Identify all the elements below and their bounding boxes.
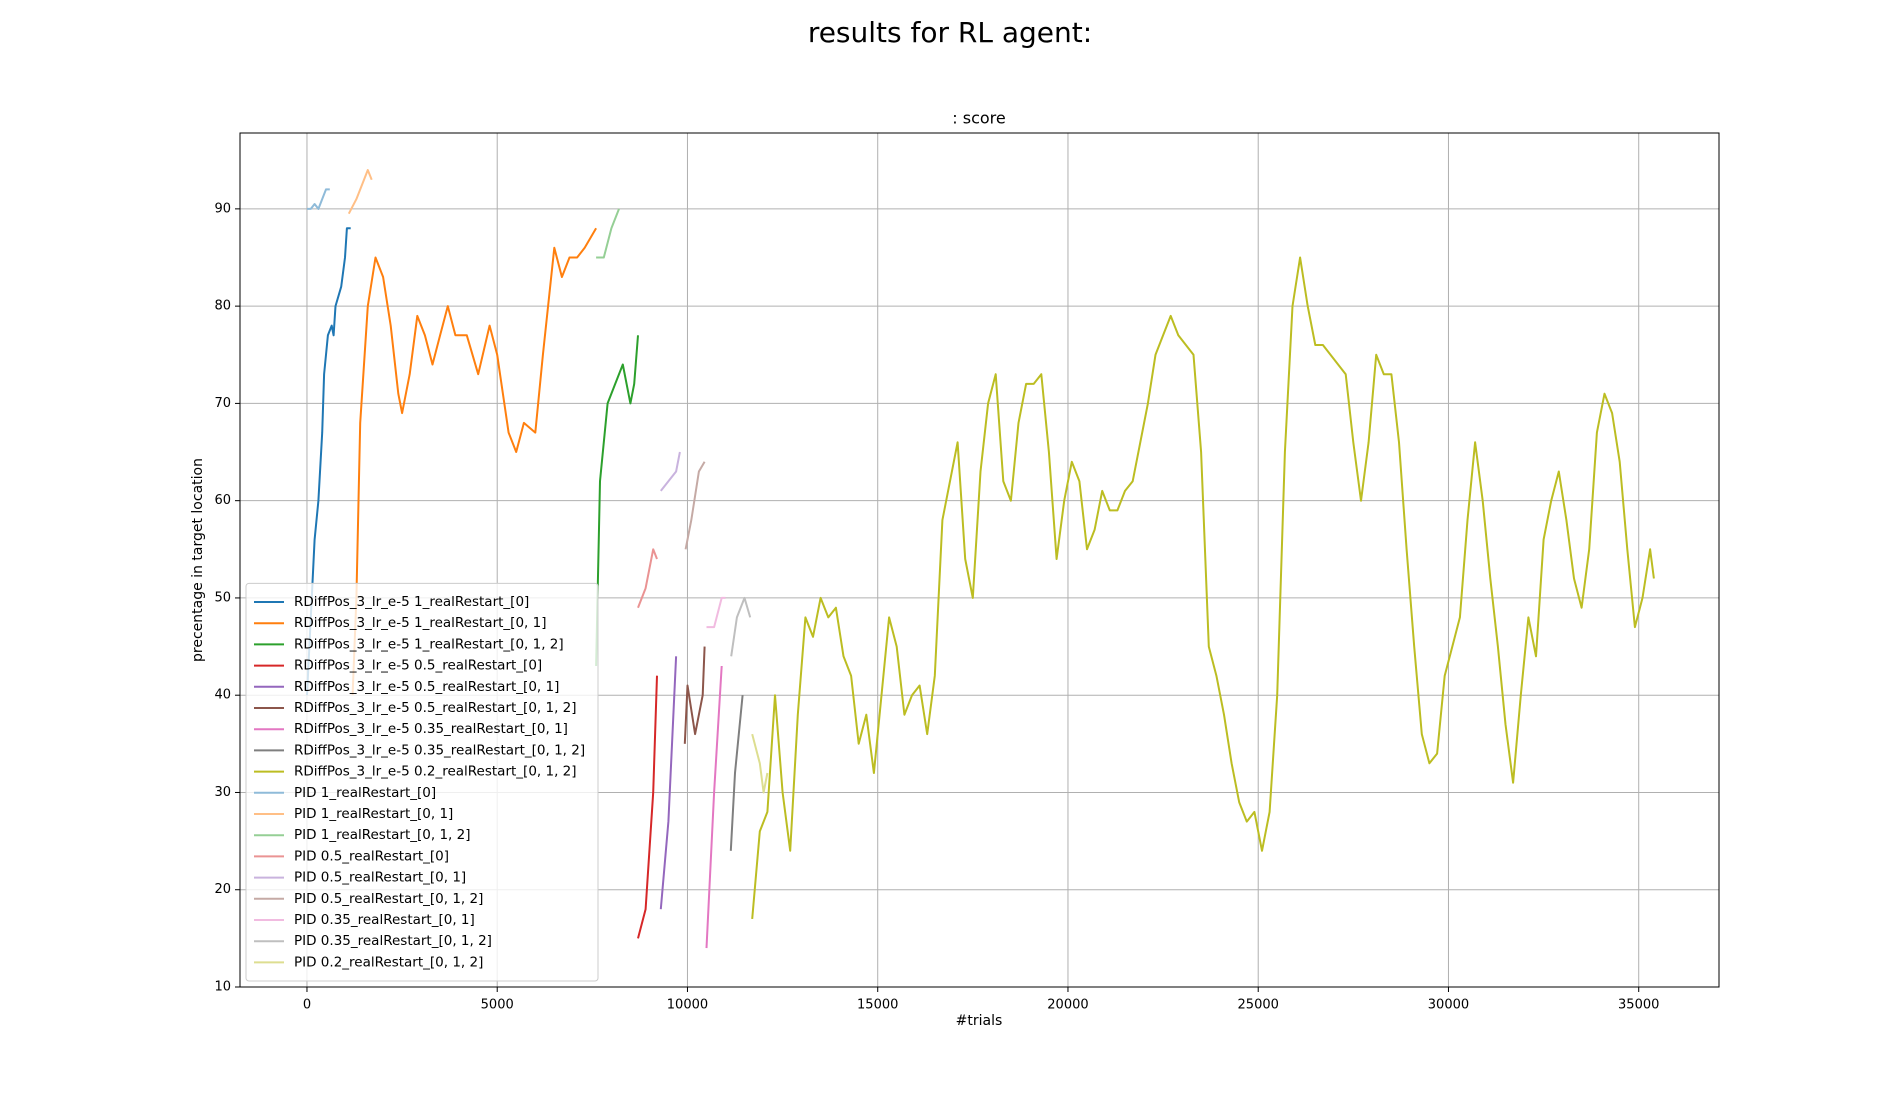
axes-title: : score — [952, 109, 1005, 128]
series-line — [751, 256, 1655, 919]
legend-label: RDiffPos_3_lr_e-5 1_realRestart_[0] — [294, 594, 529, 610]
legend-label: RDiffPos_3_lr_e-5 0.35_realRestart_[0, 1… — [294, 742, 585, 758]
series-line — [729, 695, 744, 851]
y-tick-label: 50 — [214, 590, 231, 605]
legend-label: PID 1_realRestart_[0] — [294, 785, 436, 801]
y-tick-label: 80 — [214, 299, 231, 314]
series-line — [595, 335, 639, 667]
legend-label: PID 0.5_realRestart_[0] — [294, 848, 449, 864]
chart-title: results for RL agent: — [808, 16, 1092, 49]
y-tick-label: 90 — [214, 201, 231, 216]
legend-label: RDiffPos_3_lr_e-5 0.5_realRestart_[0, 1] — [294, 679, 559, 695]
y-tick-label: 30 — [214, 785, 231, 800]
series-line — [684, 461, 706, 550]
y-tick-label: 20 — [214, 882, 231, 897]
legend: RDiffPos_3_lr_e-5 1_realRestart_[0] RDiff… — [245, 582, 599, 982]
y-tick-label: 10 — [214, 980, 231, 995]
x-tick-label: 20000 — [1047, 998, 1088, 1013]
legend-label: RDiffPos_3_lr_e-5 0.5_realRestart_[0, 1,… — [294, 700, 577, 716]
legend-label: PID 0.2_realRestart_[0, 1, 2] — [294, 954, 483, 970]
series-line — [660, 451, 681, 492]
legend-label: RDiffPos_3_lr_e-5 1_realRestart_[0, 1] — [294, 615, 546, 631]
legend-label: PID 1_realRestart_[0, 1] — [294, 806, 453, 822]
legend-label: RDiffPos_3_lr_e-5 0.5_realRestart_[0] — [294, 658, 542, 674]
series-line — [596, 208, 620, 259]
legend-label: RDiffPos_3_lr_e-5 0.35_realRestart_[0, 1… — [294, 721, 568, 737]
series-line — [706, 596, 726, 629]
legend-label: RDiffPos_3_lr_e-5 0.2_realRestart_[0, 1,… — [294, 764, 577, 780]
y-axis-label: precentage in target location — [190, 458, 206, 662]
legend-label: PID 0.35_realRestart_[0, 1, 2] — [294, 933, 492, 949]
y-tick-label: 70 — [214, 396, 231, 411]
series-line — [307, 188, 330, 210]
x-tick-label: 0 — [303, 998, 311, 1013]
series-line — [659, 656, 678, 910]
series-line — [730, 596, 752, 657]
y-tick-label: 40 — [214, 688, 231, 703]
series-line — [683, 646, 706, 744]
x-tick-label: 5000 — [481, 998, 514, 1013]
x-tick-label: 15000 — [857, 998, 898, 1013]
legend-label: PID 0.5_realRestart_[0, 1, 2] — [294, 891, 483, 907]
series-line — [351, 227, 597, 696]
legend-label: PID 0.5_realRestart_[0, 1] — [294, 870, 466, 886]
x-tick-label: 30000 — [1428, 998, 1469, 1013]
series-line — [705, 665, 723, 949]
legend-label: PID 1_realRestart_[0, 1, 2] — [294, 827, 470, 843]
series-line — [347, 169, 373, 215]
series-line — [637, 548, 658, 609]
series-line — [306, 227, 351, 696]
axes-frame — [239, 132, 1720, 988]
series-line — [751, 733, 769, 794]
x-tick-label: 25000 — [1238, 998, 1279, 1013]
legend-label: PID 0.35_realRestart_[0, 1] — [294, 912, 475, 928]
x-axis-label: #trials — [956, 1013, 1003, 1029]
x-tick-label: 35000 — [1618, 998, 1659, 1013]
legend-label: RDiffPos_3_lr_e-5 1_realRestart_[0, 1, 2… — [294, 636, 564, 652]
series-line — [637, 675, 658, 939]
x-tick-label: 10000 — [667, 998, 708, 1013]
legend-box — [245, 582, 599, 982]
y-tick-label: 60 — [214, 493, 231, 508]
